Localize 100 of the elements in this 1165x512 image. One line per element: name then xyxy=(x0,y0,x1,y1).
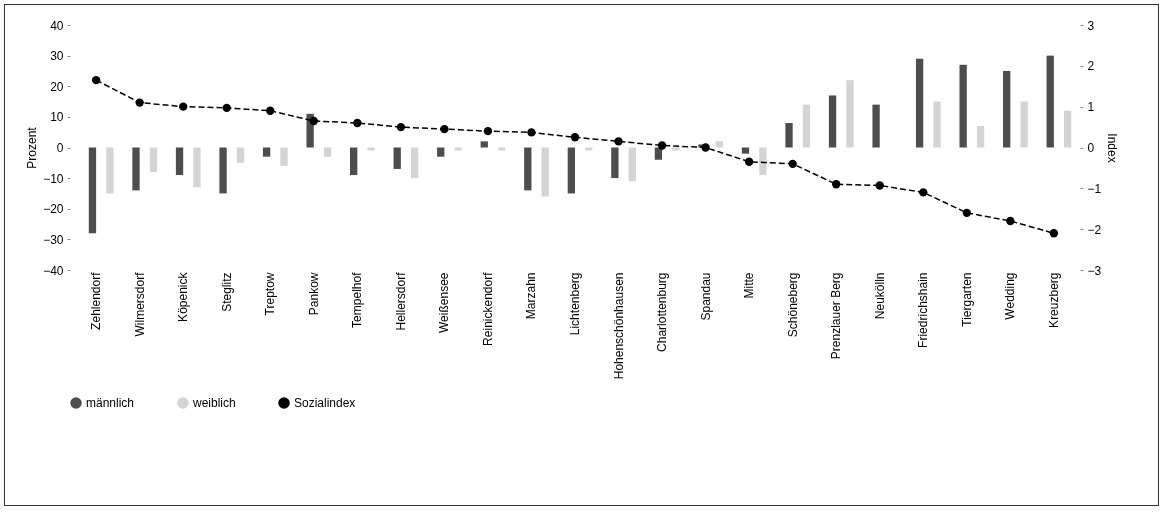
bar xyxy=(715,141,724,148)
bar xyxy=(236,147,245,163)
bar xyxy=(672,147,680,151)
point xyxy=(570,133,580,142)
bar xyxy=(323,147,332,157)
bar xyxy=(976,126,985,148)
x-tick-label: Kreuzberg xyxy=(1046,272,1061,328)
bar xyxy=(759,147,767,176)
point xyxy=(91,75,101,85)
point xyxy=(657,141,667,150)
x-tick-label: Lichtenberg xyxy=(568,272,582,336)
point xyxy=(701,143,710,152)
point xyxy=(396,122,406,132)
bar xyxy=(367,147,375,151)
y-tick-label: 20 xyxy=(50,79,64,94)
x-tick-label: Hellersdorf xyxy=(393,271,408,331)
y2-tick-label: 2 xyxy=(1087,59,1095,74)
bar xyxy=(1003,70,1011,148)
bar xyxy=(785,123,793,148)
bar xyxy=(628,147,636,182)
point xyxy=(832,180,841,189)
bar xyxy=(741,147,750,154)
bar xyxy=(585,147,593,151)
bar xyxy=(350,147,358,176)
y2-tick-label: 0 xyxy=(1087,141,1095,155)
bar xyxy=(437,147,445,157)
point xyxy=(135,98,144,107)
x-tick-label: Pankow xyxy=(306,272,321,316)
bar xyxy=(498,147,506,151)
point xyxy=(266,106,275,115)
y2-axis-title: Index xyxy=(1105,133,1120,163)
bar xyxy=(1020,101,1028,148)
bar xyxy=(541,147,549,197)
bar xyxy=(480,141,488,148)
point xyxy=(919,188,928,197)
x-tick-label: Schöneberg xyxy=(785,272,800,338)
x-tick-label: Charlottenburg xyxy=(655,272,670,352)
bar xyxy=(828,95,837,148)
x-tick-label: Steglitz xyxy=(219,272,234,312)
legend-label: weiblich xyxy=(192,396,236,410)
y2-tick-label: −1 xyxy=(1087,181,1102,196)
point xyxy=(483,126,493,136)
bar xyxy=(846,80,854,148)
point xyxy=(1049,229,1059,238)
point xyxy=(1006,216,1015,226)
y-tick-label: −40 xyxy=(43,263,64,278)
point xyxy=(962,208,971,218)
x-tick-label: Wedding xyxy=(1003,272,1018,320)
y-tick-label: 0 xyxy=(56,141,64,155)
x-tick-label: Marzahn xyxy=(524,272,539,320)
bar xyxy=(802,104,811,148)
y-tick-label: −10 xyxy=(43,171,64,186)
bar xyxy=(219,147,227,194)
x-tick-label: Tempelhof xyxy=(350,271,365,328)
y2-tick-label: 1 xyxy=(1087,100,1095,115)
bar xyxy=(872,104,880,148)
x-tick-label: Mitte xyxy=(742,272,757,299)
bar xyxy=(915,58,924,148)
bar xyxy=(1063,110,1072,148)
x-tick-label: Prenzlauer Berg xyxy=(829,272,844,360)
legend-label: Sozialindex xyxy=(294,396,356,410)
bar xyxy=(454,147,462,151)
bar xyxy=(132,147,140,191)
y-tick-label: 10 xyxy=(50,110,64,125)
point xyxy=(179,102,188,111)
y2-tick-label: −2 xyxy=(1087,222,1102,237)
x-tick-label: Hohenschönhausen xyxy=(611,272,626,380)
y-tick-label: −20 xyxy=(43,202,64,217)
y-tick-label: 30 xyxy=(50,49,64,64)
bar xyxy=(524,147,532,191)
bar xyxy=(106,147,114,194)
bar xyxy=(611,147,619,179)
x-tick-label: Köpenick xyxy=(176,271,191,322)
y-tick-label: 40 xyxy=(50,18,64,33)
bar xyxy=(393,147,401,169)
x-tick-label: Neukölln xyxy=(872,272,887,320)
x-tick-label: Zehlendorf xyxy=(89,271,104,330)
bar xyxy=(88,147,97,234)
bar xyxy=(933,101,941,148)
point xyxy=(744,157,754,166)
point xyxy=(309,116,318,126)
bar xyxy=(262,147,271,157)
bar xyxy=(193,147,201,188)
bar xyxy=(280,147,288,166)
bar xyxy=(959,64,967,148)
point xyxy=(353,118,362,128)
y-axis-title: Prozent xyxy=(25,126,40,169)
bar xyxy=(175,147,184,176)
point xyxy=(875,181,884,190)
point xyxy=(440,124,449,134)
legend-label: männlich xyxy=(86,396,135,410)
x-tick-label: Wilmersdorf xyxy=(132,271,147,337)
bar xyxy=(567,147,575,194)
point xyxy=(614,137,623,146)
bar xyxy=(1046,55,1054,148)
bar xyxy=(410,147,419,179)
x-tick-label: Reinickendorf xyxy=(480,271,495,346)
x-tick-label: Spandau xyxy=(698,272,713,321)
point xyxy=(527,128,536,137)
x-tick-label: Friedrichshain xyxy=(916,272,931,348)
